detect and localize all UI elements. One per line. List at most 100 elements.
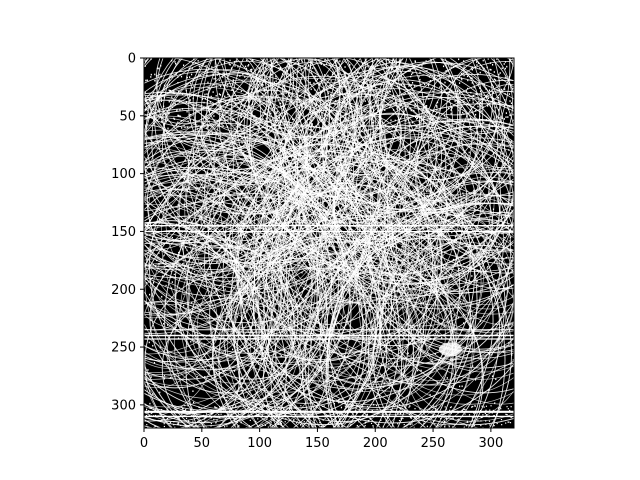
speckle bbox=[231, 259, 233, 261]
speckle bbox=[339, 79, 341, 82]
speckle bbox=[194, 244, 196, 246]
speckle bbox=[159, 195, 162, 197]
speckle bbox=[487, 266, 489, 268]
speckle bbox=[160, 409, 163, 411]
speckle bbox=[308, 263, 310, 266]
speckle bbox=[199, 74, 201, 77]
speckle bbox=[366, 356, 368, 359]
speckle bbox=[458, 109, 460, 112]
speckle bbox=[386, 272, 388, 274]
speckle bbox=[184, 177, 186, 180]
speckle bbox=[327, 58, 329, 60]
speckle bbox=[304, 94, 306, 96]
speckle bbox=[463, 100, 465, 103]
speckle bbox=[408, 406, 410, 408]
speckle bbox=[174, 321, 176, 324]
speckle bbox=[218, 259, 220, 261]
speckle bbox=[399, 407, 401, 410]
speckle bbox=[409, 423, 411, 426]
speckle bbox=[198, 406, 200, 408]
speckle bbox=[297, 154, 300, 156]
speckle bbox=[312, 67, 314, 70]
speckle bbox=[341, 100, 344, 103]
speckle bbox=[311, 255, 313, 257]
speckle bbox=[379, 266, 382, 268]
speckle bbox=[271, 69, 273, 72]
speckle bbox=[412, 379, 415, 382]
speckle bbox=[500, 264, 502, 266]
speckle bbox=[395, 99, 397, 102]
speckle bbox=[460, 106, 462, 109]
speckle bbox=[432, 234, 434, 236]
speckle bbox=[205, 413, 208, 415]
curve-arc bbox=[144, 149, 340, 411]
speckle bbox=[144, 108, 146, 111]
speckle bbox=[360, 124, 363, 127]
speckle bbox=[384, 109, 386, 111]
speckle bbox=[470, 266, 472, 268]
speckle bbox=[326, 117, 328, 120]
speckle bbox=[338, 220, 341, 223]
speckle bbox=[379, 90, 382, 92]
speckle bbox=[223, 73, 225, 76]
speckle bbox=[288, 246, 290, 248]
speckle bbox=[406, 238, 408, 240]
speckle bbox=[497, 84, 499, 87]
speckle bbox=[236, 60, 238, 63]
speckle bbox=[222, 76, 224, 78]
speckle bbox=[232, 426, 235, 428]
speckle bbox=[332, 349, 334, 352]
speckle bbox=[445, 167, 447, 169]
speckle bbox=[440, 135, 442, 137]
speckle bbox=[150, 95, 152, 98]
speckle bbox=[171, 59, 173, 62]
speckle bbox=[155, 97, 157, 99]
speckle bbox=[279, 68, 281, 71]
speckle bbox=[271, 406, 273, 408]
speckle bbox=[392, 67, 394, 70]
speckle bbox=[182, 248, 184, 250]
speckle bbox=[150, 277, 152, 279]
speckle bbox=[188, 240, 190, 243]
speckle bbox=[194, 178, 196, 181]
speckle bbox=[458, 99, 460, 102]
speckle bbox=[335, 422, 337, 424]
speckle bbox=[226, 85, 228, 88]
speckle bbox=[495, 163, 497, 166]
speckle bbox=[501, 127, 503, 130]
speckle bbox=[204, 417, 206, 419]
speckle bbox=[183, 175, 185, 178]
speckle bbox=[424, 407, 426, 410]
curve-arc bbox=[319, 172, 514, 428]
speckle bbox=[492, 97, 495, 100]
speckle bbox=[193, 119, 195, 122]
speckle bbox=[461, 78, 463, 81]
speckle bbox=[176, 108, 178, 111]
speckle bbox=[391, 126, 393, 129]
speckle bbox=[215, 77, 217, 80]
curve-arc bbox=[144, 91, 344, 428]
curve-arc bbox=[144, 58, 354, 271]
speckle bbox=[454, 100, 456, 103]
speckle bbox=[469, 244, 471, 246]
speckle bbox=[242, 268, 244, 270]
speckle bbox=[498, 267, 500, 269]
speckle bbox=[217, 124, 219, 127]
speckle bbox=[265, 120, 267, 123]
speckle bbox=[433, 254, 435, 256]
speckle bbox=[397, 106, 399, 108]
speckle bbox=[257, 425, 259, 428]
speckle bbox=[173, 424, 175, 426]
speckle bbox=[170, 270, 172, 272]
speckle bbox=[274, 240, 276, 242]
speckle bbox=[161, 295, 163, 298]
speckle bbox=[165, 284, 167, 287]
speckle bbox=[351, 123, 353, 126]
speckle bbox=[325, 110, 327, 113]
speckle bbox=[213, 418, 215, 421]
speckle bbox=[461, 205, 464, 208]
speckle bbox=[148, 341, 150, 344]
speckle bbox=[205, 70, 207, 73]
speckle bbox=[157, 91, 159, 94]
speckle bbox=[238, 425, 240, 427]
